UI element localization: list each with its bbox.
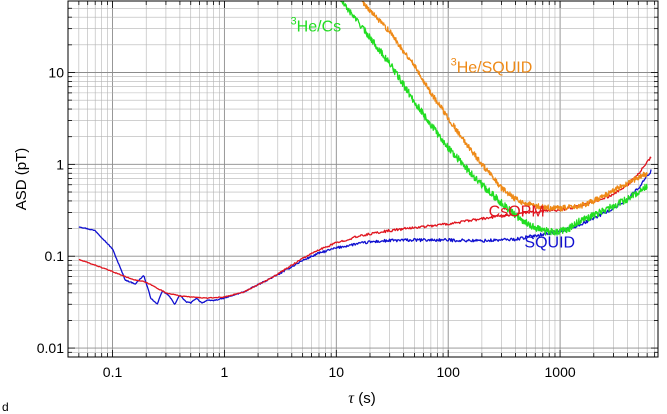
y-tick-label: 0.01 bbox=[37, 340, 64, 356]
tick-labels: 0.1 1 10 100 1000 0.01 0.1 1 10 bbox=[37, 64, 576, 380]
series-layer bbox=[78, 1, 652, 305]
tick-marks bbox=[67, 0, 658, 358]
y-tick-label: 1 bbox=[56, 156, 64, 172]
series-label: 3He/SQUID bbox=[451, 56, 533, 76]
y-tick-label: 10 bbox=[48, 64, 64, 80]
series-label-text: CsOPM bbox=[489, 204, 545, 221]
x-axis-title-unit: (s) bbox=[354, 390, 376, 407]
x-tick-label: 100 bbox=[437, 364, 461, 380]
series-label: SQUID bbox=[524, 234, 575, 251]
x-axis-title-symbol: τ bbox=[348, 390, 355, 407]
grid bbox=[67, 0, 658, 358]
series-line bbox=[361, 1, 648, 212]
x-axis-title: τ (s) bbox=[348, 390, 375, 407]
x-tick-label: 0.1 bbox=[103, 364, 123, 380]
y-axis-title: ASD (pT) bbox=[13, 148, 30, 211]
series-label: 3He/Cs bbox=[291, 15, 342, 35]
series-label-text: He/SQUID bbox=[457, 59, 533, 76]
series-line bbox=[78, 156, 652, 300]
x-tick-label: 10 bbox=[329, 364, 345, 380]
x-tick-label: 1000 bbox=[545, 364, 576, 380]
y-tick-label: 0.1 bbox=[45, 248, 65, 264]
panel-letter: d bbox=[2, 400, 9, 414]
series-label: CsOPM bbox=[489, 204, 545, 221]
series-line bbox=[340, 1, 648, 236]
series-label-text: SQUID bbox=[524, 234, 575, 251]
series-label-superscript: 3 bbox=[451, 56, 457, 68]
x-tick-label: 1 bbox=[221, 364, 229, 380]
series-label-superscript: 3 bbox=[291, 15, 297, 27]
plot-frame bbox=[67, 0, 659, 358]
series-label-text: He/Cs bbox=[297, 18, 341, 35]
